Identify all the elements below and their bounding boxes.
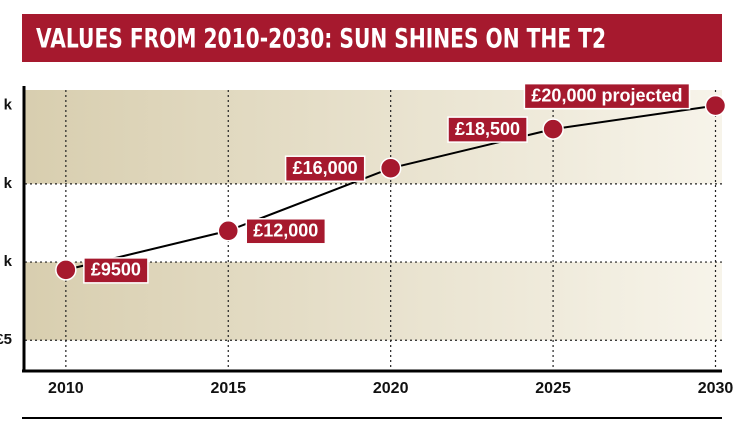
data-label: £16,000 xyxy=(284,155,366,182)
label-box xyxy=(284,155,366,182)
y-tick-label: k xyxy=(4,253,13,270)
data-label: £20,000 projected xyxy=(523,82,691,110)
data-label: £9500 xyxy=(83,257,149,284)
label-box xyxy=(523,82,691,110)
data-label-text: £18,500 xyxy=(455,119,520,139)
y-tick-label: k xyxy=(4,175,13,192)
x-tick-label: 2015 xyxy=(210,380,246,397)
x-tick-label: 2020 xyxy=(373,380,409,397)
marker xyxy=(542,118,564,140)
label-box xyxy=(83,257,149,284)
x-tick-label: 2030 xyxy=(698,380,734,397)
data-label-text: £9500 xyxy=(91,260,141,280)
data-label-text: £16,000 xyxy=(293,158,358,178)
y-tick-label: k xyxy=(4,97,13,114)
title-bar xyxy=(22,14,722,62)
y-tick-label: £5 xyxy=(0,331,12,348)
marker xyxy=(704,94,727,117)
x-tick-label: 2010 xyxy=(48,380,84,397)
marker xyxy=(217,220,240,242)
x-tick-label: 2025 xyxy=(535,380,571,397)
data-label: £18,500 xyxy=(447,116,528,143)
band xyxy=(25,183,722,263)
marker xyxy=(55,259,77,281)
marker xyxy=(379,157,402,179)
label-box xyxy=(447,116,528,143)
data-label: £12,000 xyxy=(245,218,327,245)
chart-title: VALUES FROM 2010-2030: SUN SHINES ON THE… xyxy=(36,24,606,55)
label-box xyxy=(245,218,327,245)
data-label-text: £20,000 projected xyxy=(531,85,682,105)
data-label-text: £12,000 xyxy=(253,221,318,241)
